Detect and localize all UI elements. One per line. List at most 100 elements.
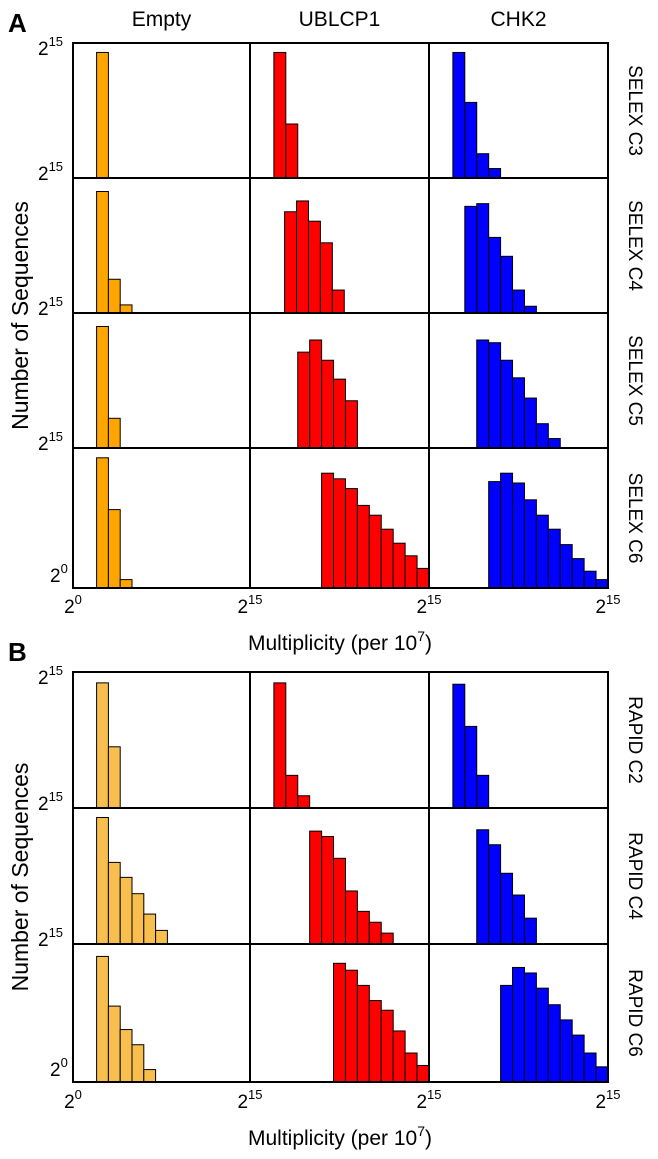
y-tick-label: 215 bbox=[38, 429, 63, 455]
histogram-bar bbox=[333, 857, 346, 945]
panel-a: A Empty UBLCP1 CHK2 SELEX C3 SELEX C4 SELEX C5… bbox=[7, 8, 645, 655]
histogram-bar bbox=[452, 51, 466, 179]
histogram-bar bbox=[96, 955, 109, 1083]
row-label: SELEX C4 bbox=[624, 200, 645, 291]
y-axis-label: Number of Sequences bbox=[7, 763, 33, 992]
histogram-bar bbox=[523, 917, 537, 945]
panel-b: B RAPID C2 RAPID C4 RAPID C6 215 215 215 20 20 21… bbox=[7, 637, 645, 1150]
histogram-bar bbox=[535, 514, 549, 589]
histogram-bar bbox=[155, 929, 168, 945]
histogram-bar bbox=[307, 220, 321, 314]
histogram-bar bbox=[143, 1069, 157, 1083]
histogram-bar bbox=[476, 829, 490, 945]
x-tick-label: 20 bbox=[64, 1087, 82, 1113]
panel-label: B bbox=[8, 637, 27, 667]
histogram-bar bbox=[488, 236, 502, 314]
histogram-bar bbox=[119, 579, 133, 589]
column-title: Empty bbox=[132, 8, 192, 31]
row-label: RAPID C4 bbox=[624, 832, 645, 920]
histogram-bar bbox=[380, 932, 394, 945]
histogram-bar bbox=[488, 844, 502, 945]
y-tick-label: 20 bbox=[50, 1055, 68, 1081]
x-tick-label: 215 bbox=[416, 1087, 441, 1113]
histogram-bar bbox=[344, 969, 358, 1083]
histogram-bar bbox=[523, 499, 537, 589]
histogram-bar bbox=[319, 242, 333, 314]
x-tick-label: 20 bbox=[64, 592, 82, 618]
histogram-bar bbox=[452, 683, 466, 809]
histogram-bar bbox=[107, 861, 121, 945]
histogram-bar bbox=[107, 746, 121, 809]
histogram-bar bbox=[143, 913, 157, 945]
histogram-bar bbox=[321, 836, 335, 945]
histogram-bar bbox=[500, 984, 514, 1083]
histogram-bar bbox=[547, 438, 561, 449]
y-tick-label: 215 bbox=[38, 34, 63, 60]
histogram-bar bbox=[96, 682, 109, 809]
histogram-bar bbox=[571, 558, 585, 589]
histogram-bar bbox=[107, 1005, 121, 1083]
histogram-bar bbox=[344, 890, 358, 945]
x-tick-label: 215 bbox=[237, 1087, 262, 1113]
histogram-bar bbox=[297, 351, 311, 449]
histogram-bar bbox=[404, 1052, 418, 1083]
y-tick-label: 215 bbox=[38, 663, 63, 689]
histogram-bar bbox=[368, 514, 382, 589]
column-title: UBLCP1 bbox=[299, 8, 381, 31]
histogram-bar bbox=[523, 305, 537, 314]
histogram-bar bbox=[547, 528, 561, 589]
plot-frame bbox=[72, 42, 609, 589]
y-tick-label: 215 bbox=[38, 294, 63, 320]
histogram-bar bbox=[96, 457, 109, 589]
panel-label: A bbox=[8, 8, 27, 38]
histogram-bar bbox=[356, 910, 370, 945]
histogram-bar bbox=[500, 872, 514, 945]
histogram-bar bbox=[595, 1066, 609, 1083]
histogram-bar bbox=[296, 200, 309, 314]
histogram-bar bbox=[500, 472, 514, 589]
histogram-bar bbox=[333, 378, 346, 449]
row-label: RAPID C2 bbox=[624, 696, 645, 784]
histogram-bar bbox=[119, 876, 133, 945]
histogram-bar bbox=[368, 1000, 382, 1083]
histogram-bar bbox=[273, 682, 287, 809]
x-tick-label: 215 bbox=[416, 592, 441, 618]
histogram-bar bbox=[559, 1019, 573, 1083]
histogram-bar bbox=[119, 1029, 133, 1083]
row-label: RAPID C6 bbox=[624, 969, 645, 1057]
histogram-bar bbox=[464, 725, 478, 809]
histogram-bar bbox=[512, 966, 525, 1083]
histogram-bar bbox=[96, 326, 109, 449]
histogram-bar bbox=[321, 472, 335, 589]
histogram-bar bbox=[559, 544, 573, 589]
y-tick-label: 20 bbox=[50, 561, 68, 587]
histogram-bar bbox=[512, 482, 525, 589]
histogram-bar bbox=[131, 893, 145, 945]
histogram-bar bbox=[464, 205, 478, 314]
row-label: SELEX C3 bbox=[624, 65, 645, 156]
histogram-bar bbox=[464, 101, 478, 179]
histogram-bar bbox=[500, 359, 514, 449]
histogram-bar bbox=[500, 255, 514, 314]
histogram-bar bbox=[523, 972, 537, 1083]
histogram-bar bbox=[392, 1030, 406, 1083]
histogram-bar bbox=[284, 211, 298, 314]
histogram-bar bbox=[512, 289, 525, 314]
histogram-bar bbox=[512, 377, 525, 449]
histogram-bar bbox=[404, 555, 418, 589]
y-tick-label: 215 bbox=[38, 925, 63, 951]
histogram-bar bbox=[356, 984, 370, 1083]
histogram-bar bbox=[285, 123, 299, 179]
x-tick-label: 215 bbox=[237, 592, 262, 618]
histogram-bar bbox=[309, 339, 323, 449]
row-label: SELEX C5 bbox=[624, 335, 645, 426]
histogram-bar bbox=[380, 528, 394, 589]
histogram-bar bbox=[535, 423, 549, 449]
histogram-bar bbox=[535, 987, 549, 1083]
histogram-bar bbox=[595, 579, 609, 589]
x-axis-label: Multiplicity (per 107) bbox=[248, 1123, 432, 1150]
histogram-bar bbox=[107, 278, 121, 314]
histogram-bar bbox=[416, 1064, 430, 1083]
column-title: CHK2 bbox=[490, 8, 546, 31]
